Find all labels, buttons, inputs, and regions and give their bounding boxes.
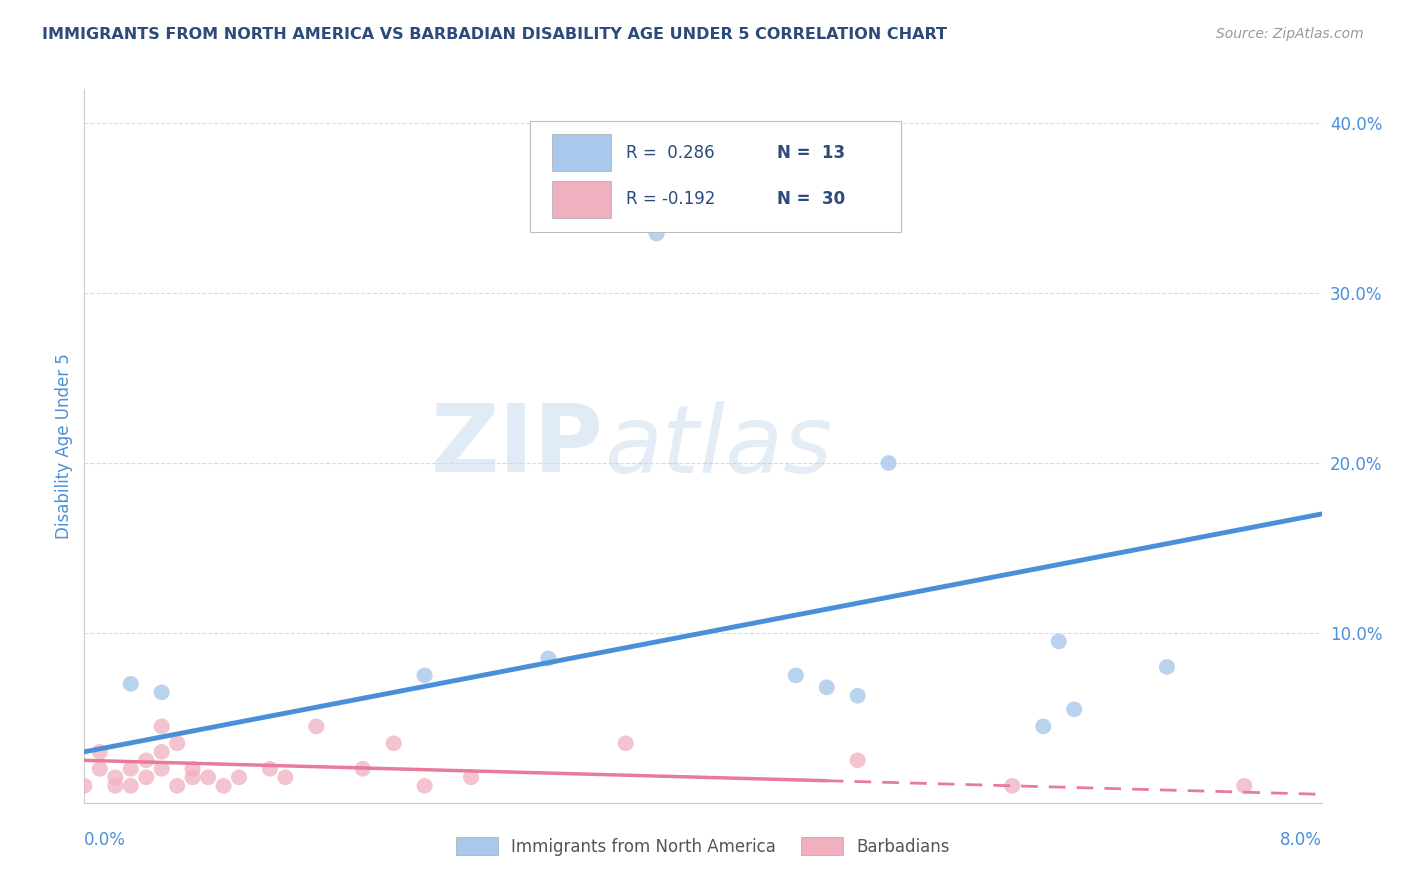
Text: 0.0%: 0.0% (84, 831, 127, 849)
Text: IMMIGRANTS FROM NORTH AMERICA VS BARBADIAN DISABILITY AGE UNDER 5 CORRELATION CH: IMMIGRANTS FROM NORTH AMERICA VS BARBADI… (42, 27, 948, 42)
Text: atlas: atlas (605, 401, 832, 491)
Text: ZIP: ZIP (432, 400, 605, 492)
FancyBboxPatch shape (553, 180, 612, 218)
Text: N =  13: N = 13 (778, 144, 845, 161)
FancyBboxPatch shape (530, 121, 901, 232)
Y-axis label: Disability Age Under 5: Disability Age Under 5 (55, 353, 73, 539)
Text: 8.0%: 8.0% (1279, 831, 1322, 849)
Text: Source: ZipAtlas.com: Source: ZipAtlas.com (1216, 27, 1364, 41)
Text: R =  0.286: R = 0.286 (626, 144, 714, 161)
FancyBboxPatch shape (553, 134, 612, 171)
Legend: Immigrants from North America, Barbadians: Immigrants from North America, Barbadian… (450, 830, 956, 863)
Text: N =  30: N = 30 (778, 190, 845, 208)
Text: R = -0.192: R = -0.192 (626, 190, 716, 208)
